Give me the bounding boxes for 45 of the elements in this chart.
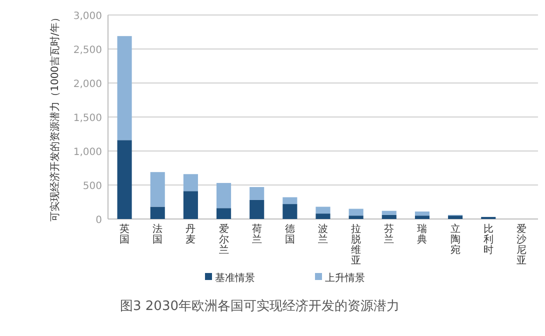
- bar: [150, 206, 165, 219]
- y-axis-title: 可实现经济开发的资源潜力（1000吉瓦时/年）: [49, 12, 61, 222]
- bar: [183, 191, 198, 219]
- bar: [117, 36, 132, 140]
- bar: [414, 212, 430, 216]
- bar: [183, 174, 198, 192]
- y-tick-label: 2,000: [73, 79, 102, 90]
- x-tick-label: 芬兰: [384, 223, 394, 246]
- bar: [250, 200, 264, 219]
- y-tick-label: 0: [96, 215, 102, 226]
- bar: [117, 140, 132, 219]
- bar: [414, 216, 430, 219]
- x-tick-label: 法国: [152, 223, 163, 246]
- x-tick-label: 德国: [284, 224, 295, 246]
- bar: [216, 208, 232, 219]
- x-tick-label: 波兰: [318, 223, 328, 246]
- y-tick-label: 2,500: [73, 45, 102, 56]
- x-tick-label: 爱尔兰: [218, 223, 229, 256]
- bar: [316, 214, 330, 219]
- x-tick-label: 丹麦: [186, 224, 196, 246]
- bar: [382, 210, 396, 215]
- bar: [150, 172, 165, 207]
- bar: [282, 204, 298, 219]
- y-tick-label: 500: [82, 181, 102, 192]
- x-tick-label: 立陶宛: [450, 223, 460, 256]
- bar: [216, 182, 232, 208]
- bar: [448, 216, 463, 219]
- y-tick-label: 3,000: [73, 11, 102, 22]
- bar: [348, 208, 364, 216]
- text: 图3 2030年欧洲各国可实现经济开发的资源潜力: [120, 299, 400, 314]
- y-tick-label: 1,000: [73, 147, 102, 158]
- bar: [316, 206, 330, 214]
- legend-label: 基准情景: [215, 272, 255, 284]
- x-tick-label: 比利时: [483, 223, 494, 256]
- x-tick-label: 荷兰: [252, 223, 262, 246]
- y-tick-label: 1,500: [73, 113, 102, 124]
- legend-label: 上升情景: [325, 272, 365, 284]
- bar: [250, 187, 264, 200]
- bar: [282, 197, 298, 204]
- bar: [382, 214, 396, 219]
- x-tick-label: 爱沙尼亚: [516, 223, 526, 266]
- x-tick-label: 拉脱维亚: [351, 223, 362, 266]
- x-tick-label: 瑞典: [417, 223, 428, 246]
- x-tick-label: 英国: [120, 223, 130, 246]
- bar: [348, 216, 364, 219]
